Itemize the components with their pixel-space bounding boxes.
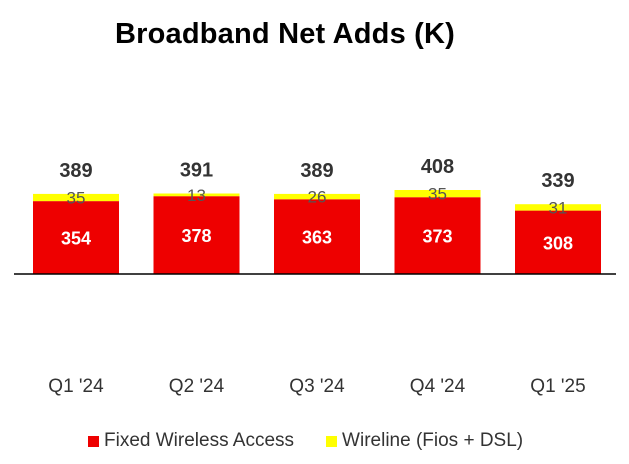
bar-wireline-4 bbox=[515, 204, 601, 211]
data-label-fwa-2: 363 bbox=[302, 228, 332, 248]
data-label-fwa-3: 373 bbox=[422, 227, 452, 247]
x-tick-label-3: Q4 '24 bbox=[410, 376, 466, 397]
data-label-wireline-0: 35 bbox=[67, 189, 86, 208]
data-label-fwa-4: 308 bbox=[543, 233, 573, 253]
x-tick-label-2: Q3 '24 bbox=[289, 376, 345, 397]
total-label-1: 391 bbox=[180, 160, 213, 182]
total-label-4: 339 bbox=[541, 170, 574, 192]
data-label-wireline-2: 26 bbox=[308, 188, 327, 207]
data-label-wireline-4: 31 bbox=[549, 198, 568, 217]
bar-fwa-2 bbox=[274, 199, 360, 274]
total-label-3: 408 bbox=[421, 156, 454, 178]
bar-fwa-3 bbox=[394, 197, 481, 274]
x-tick-label-1: Q2 '24 bbox=[169, 376, 225, 397]
bar-wireline-0 bbox=[33, 193, 119, 202]
legend: Fixed Wireless Access Wireline (Fios + D… bbox=[88, 430, 608, 452]
legend-label-fwa: Fixed Wireless Access bbox=[104, 430, 295, 451]
legend-item-wireline: Wireline (Fios + DSL) bbox=[326, 430, 523, 452]
data-label-fwa-1: 378 bbox=[181, 226, 211, 246]
legend-swatch-wireline bbox=[326, 435, 338, 447]
bar-fwa-0 bbox=[33, 201, 119, 274]
x-tick-label-4: Q1 '25 bbox=[530, 376, 585, 397]
bar-wireline-2 bbox=[274, 193, 360, 200]
bar-fwa-1 bbox=[153, 196, 240, 274]
chart-title: Broadband Net Adds (K) bbox=[114, 18, 456, 50]
bar-fwa-4 bbox=[515, 210, 601, 274]
legend-item-fwa: Fixed Wireless Access bbox=[88, 430, 294, 452]
data-label-fwa-0: 354 bbox=[61, 229, 91, 249]
data-label-wireline-3: 35 bbox=[428, 185, 447, 204]
legend-swatch-fwa bbox=[88, 435, 99, 447]
bar-wireline-1 bbox=[153, 193, 240, 197]
data-label-wireline-1: 13 bbox=[187, 186, 206, 205]
bar-wireline-3 bbox=[394, 190, 481, 198]
total-label-0: 389 bbox=[59, 160, 92, 182]
total-label-2: 389 bbox=[300, 160, 333, 182]
x-tick-label-0: Q1 '24 bbox=[48, 376, 104, 397]
legend-label-wireline: Wireline (Fios + DSL) bbox=[342, 430, 524, 451]
